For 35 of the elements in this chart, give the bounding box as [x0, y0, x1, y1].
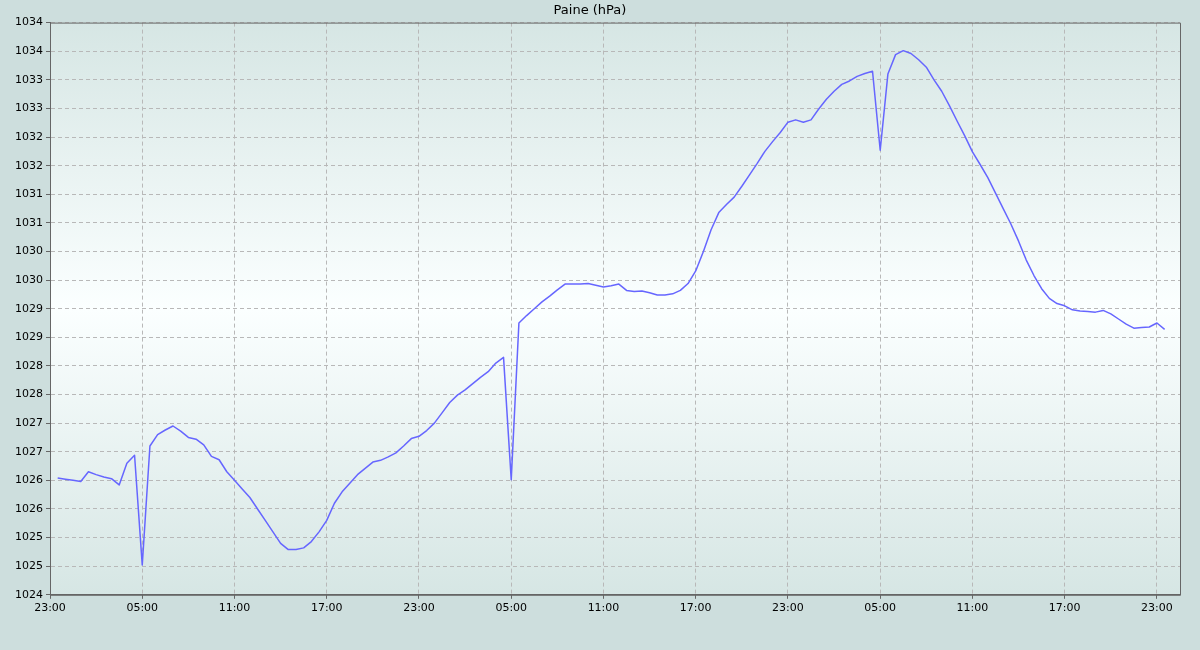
y-tick-label: 1034: [15, 44, 43, 58]
y-tick-label: 1027: [15, 444, 43, 458]
y-tick-label: 1028: [15, 387, 43, 401]
y-tick-label: 1026: [15, 501, 43, 515]
chart-title: Paine (hPa): [553, 2, 627, 18]
y-tick-label: 1025: [15, 559, 43, 573]
y-tick-label: 1026: [15, 473, 43, 487]
y-tick-label: 1033: [15, 72, 43, 86]
y-tick-label: 1025: [15, 530, 43, 544]
x-tick-label: 11:00: [956, 601, 989, 615]
x-tick-label: 17:00: [679, 601, 712, 615]
x-tick-label: 05:00: [864, 601, 897, 615]
y-tick-label: 1024: [15, 587, 43, 601]
y-tick-label: 1029: [15, 301, 43, 315]
y-tick-label: 1029: [15, 330, 43, 344]
y-tick-label: 1027: [15, 416, 43, 429]
y-tick-label: 1030: [15, 272, 43, 286]
y-tick-label: 1031: [15, 187, 43, 201]
y-tick-label: 1034: [15, 15, 43, 29]
x-tick-label: 23:00: [34, 601, 66, 615]
x-tick-label: 23:00: [772, 601, 804, 615]
y-tick-label: 1031: [15, 215, 43, 229]
y-tick-label: 1032: [15, 129, 43, 143]
x-tick-label: 23:00: [1141, 601, 1173, 615]
y-tick-label: 1030: [15, 244, 43, 258]
x-tick-label: 23:00: [403, 601, 435, 615]
x-tick-label: 05:00: [126, 601, 159, 615]
x-tick-label: 05:00: [495, 601, 528, 615]
y-tick-label: 1028: [15, 358, 43, 372]
x-tick-label: 17:00: [1048, 601, 1081, 615]
x-tick-label: 11:00: [218, 601, 251, 615]
x-tick-label: 11:00: [587, 601, 620, 615]
y-tick-label: 1033: [15, 101, 43, 115]
x-tick-label: 17:00: [310, 601, 343, 615]
y-tick-label: 1032: [15, 158, 43, 172]
